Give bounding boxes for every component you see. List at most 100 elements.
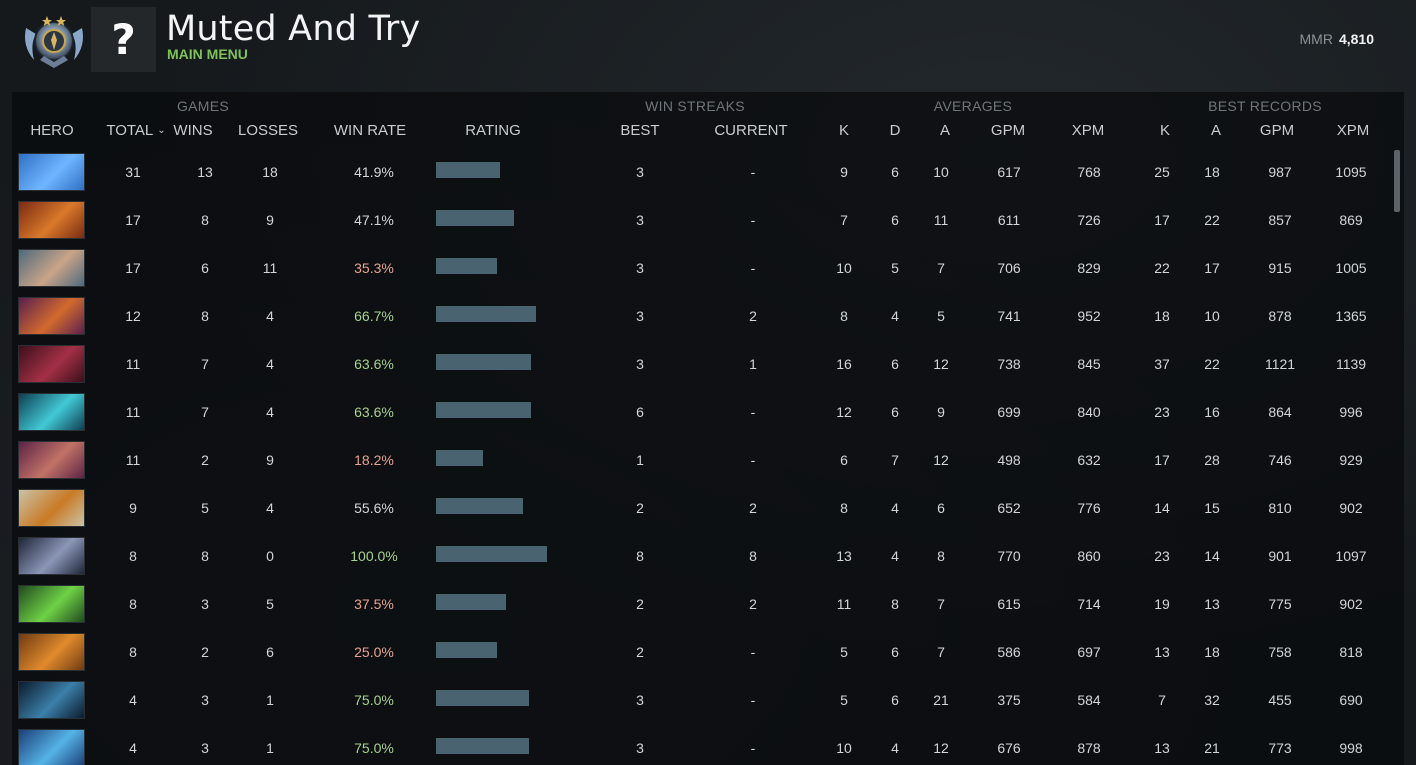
hero-portrait[interactable] — [18, 537, 85, 575]
best-xpm-cell: 996 — [1339, 404, 1363, 420]
avg-d-cell: 6 — [891, 404, 899, 420]
scrollbar-thumb[interactable] — [1394, 150, 1400, 212]
hero-portrait[interactable] — [18, 489, 85, 527]
wins-cell: 7 — [201, 356, 209, 372]
hero-portrait[interactable] — [18, 345, 85, 383]
losses-cell: 5 — [266, 596, 274, 612]
column-avg-gpm[interactable]: GPM — [990, 122, 1026, 139]
best-a-cell: 28 — [1204, 452, 1220, 468]
wins-cell: 3 — [201, 596, 209, 612]
best-k-cell: 23 — [1154, 404, 1170, 420]
table-row[interactable]: 17 8 9 47.1% 3-7 6 11 611 726 17 22 857 869 — [0, 196, 1416, 244]
best-xpm-cell: 1365 — [1335, 308, 1367, 324]
streak-current-cell: 2 — [749, 596, 757, 612]
win-rate-cell: 41.9% — [354, 164, 394, 180]
avg-gpm-cell: 498 — [997, 452, 1021, 468]
streak-best-cell: 2 — [636, 596, 644, 612]
column-rating[interactable]: RATING — [465, 122, 521, 139]
wins-cell: 5 — [201, 500, 209, 516]
losses-cell: 0 — [266, 548, 274, 564]
column-best-xpm[interactable]: XPM — [1336, 122, 1370, 139]
best-xpm-cell: 1097 — [1335, 548, 1367, 564]
table-row[interactable]: 17 6 11 35.3% 3 - 10 5 7 706 829 22 17 915 1005 — [0, 244, 1416, 292]
table-row[interactable]: 4 3 1 75.0% 3 - 10 4 12 676 878 13 21 773 998 — [0, 724, 1416, 765]
chevron-down-icon: ⌄ — [157, 125, 166, 136]
table-row[interactable]: 9 5 4 55.6% 2 2 8 4 6 652 776 14 15 810 902 — [0, 484, 1416, 532]
profile-header: ? Muted And Try MAIN MENU MMR 4,810 — [0, 0, 1416, 82]
wins-cell: 6 — [201, 260, 209, 276]
best-k-cell: 37 — [1154, 356, 1170, 372]
column-best-a[interactable]: A — [1210, 122, 1222, 139]
table-row[interactable]: 8 8 0 100.0% 8 8 13 4 8 770 860 23 14 901 1097 — [0, 532, 1416, 580]
streak-current-cell: - — [750, 740, 756, 756]
column-avg-d[interactable]: D — [889, 122, 901, 139]
best-gpm-cell: 878 — [1268, 308, 1292, 324]
column-streak-best[interactable]: BEST — [620, 122, 660, 139]
hero-portrait[interactable] — [18, 681, 85, 719]
hero-portrait[interactable] — [18, 441, 85, 479]
column-wins[interactable]: WINS — [173, 122, 213, 139]
hero-portrait[interactable] — [18, 633, 85, 671]
column-avg-k[interactable]: K — [838, 122, 850, 139]
table-row[interactable]: 12 8 4 66.7% 3 2 8 4 5 741 952 18 10 878 1365 — [0, 292, 1416, 340]
avg-xpm-cell: 952 — [1077, 308, 1101, 324]
hero-portrait[interactable] — [18, 297, 85, 335]
table-row[interactable]: 11 7 4 63.6% 3 1 16 6 12 738 845 37 22 1121 1139 — [0, 340, 1416, 388]
streak-best-cell: 6 — [636, 404, 644, 420]
table-row[interactable]: 4 3 1 75.0% 3 - 5 6 21 375 584 7 32 455 690 — [0, 676, 1416, 724]
rating-bar — [436, 162, 500, 178]
avg-d-cell: 6 — [891, 356, 899, 372]
column-streak-current[interactable]: CURRENT — [714, 122, 788, 139]
best-a-cell: 16 — [1204, 404, 1220, 420]
avg-xpm-cell: 632 — [1077, 452, 1101, 468]
column-avg-xpm[interactable]: XPM — [1071, 122, 1105, 139]
hero-portrait[interactable] — [18, 249, 85, 287]
hero-portrait[interactable] — [18, 393, 85, 431]
table-row[interactable]: 31 13 18 41.9% 3 - 9 6 10 617 768 25 18 987 1095 — [0, 148, 1416, 196]
table-row[interactable]: 8 2 6 25.0% 2 - 5 6 7 586 697 13 18 758 818 — [0, 628, 1416, 676]
hero-portrait[interactable] — [18, 201, 85, 239]
streak-current-cell: 2 — [749, 308, 757, 324]
best-a-cell: 22 — [1204, 356, 1220, 372]
table-row[interactable]: 11 2 9 18.2% 1 - 6 7 12 498 632 17 28 746 929 — [0, 436, 1416, 484]
best-xpm-cell: 998 — [1339, 740, 1363, 756]
column-avg-a[interactable]: A — [939, 122, 951, 139]
avg-d-cell: 5 — [891, 260, 899, 276]
best-gpm-cell: 758 — [1268, 644, 1292, 660]
avg-gpm-cell: 738 — [997, 356, 1021, 372]
losses-cell: 6 — [266, 644, 274, 660]
table-row[interactable]: 8 3 5 37.5% 2 2 11 8 7 615 714 19 13 775 902 — [0, 580, 1416, 628]
best-xpm-cell: 690 — [1339, 692, 1363, 708]
win-rate-cell: 25.0% — [354, 644, 394, 660]
best-a-cell: 14 — [1204, 548, 1220, 564]
wins-cell: 8 — [201, 308, 209, 324]
column-losses[interactable]: LOSSES — [237, 122, 299, 139]
avg-k-cell: 8 — [840, 500, 848, 516]
column-best-k[interactable]: K — [1159, 122, 1171, 139]
hero-portrait[interactable] — [18, 729, 85, 765]
rating-bar — [436, 306, 536, 322]
wins-cell: 8 — [201, 548, 209, 564]
total-cell: 9 — [129, 500, 137, 516]
total-cell: 8 — [129, 644, 137, 660]
group-best-records: BEST RECORDS — [1208, 98, 1322, 114]
streak-best-cell: 2 — [636, 500, 644, 516]
column-best-gpm[interactable]: GPM — [1259, 122, 1295, 139]
hero-portrait[interactable] — [18, 585, 85, 623]
column-total[interactable]: TOTAL ⌄ — [106, 122, 165, 139]
avg-a-cell: 12 — [933, 452, 949, 468]
table-row[interactable]: 11 7 4 63.6% 6 - 12 6 9 699 840 23 16 864 996 — [0, 388, 1416, 436]
avg-xpm-cell: 768 — [1077, 164, 1101, 180]
avg-d-cell: 4 — [891, 548, 899, 564]
column-win-rate[interactable]: WIN RATE — [333, 122, 407, 139]
avatar[interactable]: ? — [91, 7, 156, 72]
best-k-cell: 22 — [1154, 260, 1170, 276]
column-hero[interactable]: HERO — [30, 122, 74, 139]
best-k-cell: 13 — [1154, 644, 1170, 660]
main-menu-link[interactable]: MAIN MENU — [167, 46, 248, 62]
best-xpm-cell: 1095 — [1335, 164, 1367, 180]
avg-d-cell: 6 — [891, 212, 899, 228]
avg-gpm-cell: 611 — [997, 212, 1021, 228]
hero-portrait[interactable] — [18, 153, 85, 191]
avg-xpm-cell: 829 — [1077, 260, 1101, 276]
